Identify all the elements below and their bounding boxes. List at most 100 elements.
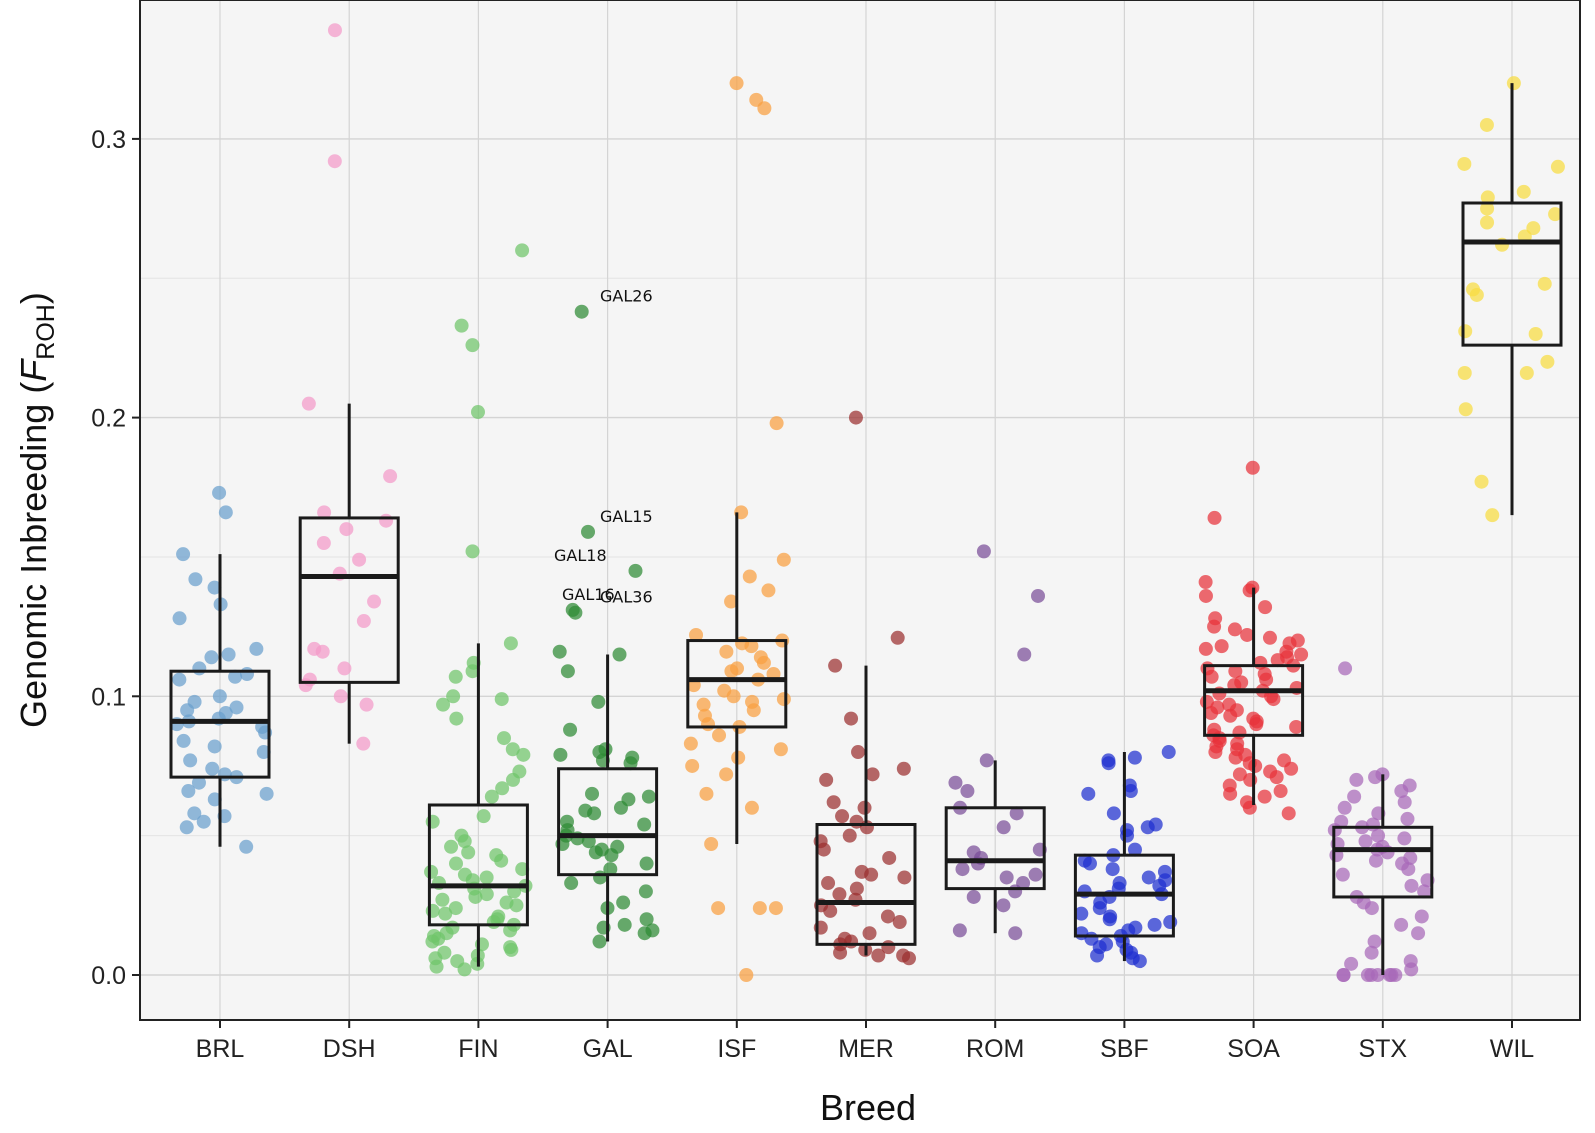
data-point-wil bbox=[1457, 156, 1472, 171]
box-gal bbox=[557, 767, 659, 877]
data-point-brl bbox=[256, 745, 271, 760]
box-isf bbox=[686, 639, 788, 729]
data-point-fin bbox=[448, 669, 463, 684]
data-point-sbf bbox=[1101, 756, 1116, 771]
data-point-sbf bbox=[1123, 784, 1138, 799]
data-point-gal bbox=[585, 786, 600, 801]
data-point-wil bbox=[1485, 508, 1500, 523]
data-point-fin bbox=[509, 898, 524, 913]
data-point-stx bbox=[1397, 831, 1412, 846]
data-point-wil bbox=[1540, 354, 1555, 369]
data-point-gal bbox=[587, 806, 602, 821]
data-point-gal bbox=[612, 647, 627, 662]
data-point-mer bbox=[835, 809, 850, 824]
data-point-brl bbox=[181, 784, 196, 799]
data-point-brl bbox=[229, 700, 244, 715]
data-point-isf bbox=[701, 717, 716, 732]
data-point-sbf bbox=[1163, 915, 1178, 930]
y-axis-title: Genomic Inbreeding (FROH) bbox=[13, 292, 60, 728]
data-point-wil bbox=[1479, 117, 1494, 132]
data-point-brl bbox=[207, 739, 222, 754]
box-stx bbox=[1332, 825, 1434, 899]
box-soa bbox=[1203, 664, 1305, 737]
data-point-gal bbox=[568, 605, 583, 620]
x-tick-label-isf: ISF bbox=[717, 1035, 756, 1063]
x-tick-label-dsh: DSH bbox=[323, 1035, 376, 1063]
data-point-gal bbox=[581, 524, 596, 539]
data-point-wil bbox=[1550, 159, 1565, 174]
data-point-rom bbox=[996, 898, 1011, 913]
data-point-gal bbox=[638, 884, 653, 899]
data-point-brl bbox=[207, 792, 222, 807]
data-point-brl bbox=[240, 667, 255, 682]
data-point-wil bbox=[1458, 402, 1473, 417]
data-point-sbf bbox=[1127, 750, 1142, 765]
data-point-mer bbox=[844, 711, 859, 726]
data-point-isf bbox=[696, 697, 711, 712]
data-point-brl bbox=[228, 669, 243, 684]
data-point-soa bbox=[1232, 767, 1247, 782]
data-point-fin bbox=[505, 742, 520, 757]
data-point-isf bbox=[685, 758, 700, 773]
data-point-mer bbox=[832, 887, 847, 902]
data-point-fin bbox=[425, 934, 440, 949]
data-point-fin bbox=[516, 747, 531, 762]
data-point-soa bbox=[1273, 784, 1288, 799]
box-wil bbox=[1461, 201, 1563, 347]
data-point-fin bbox=[495, 781, 510, 796]
data-point-wil bbox=[1480, 201, 1495, 216]
y-tick-label: 0.2 bbox=[91, 405, 126, 433]
data-point-brl bbox=[180, 703, 195, 718]
data-point-sbf bbox=[1105, 862, 1120, 877]
data-point-gal bbox=[604, 848, 619, 863]
data-point-sbf bbox=[1092, 901, 1107, 916]
data-point-rom bbox=[1008, 926, 1023, 941]
data-point-sbf bbox=[1132, 954, 1147, 969]
annotation-gal16: GAL16 bbox=[562, 585, 615, 604]
data-point-isf bbox=[689, 627, 704, 642]
data-point-soa bbox=[1240, 627, 1255, 642]
data-point-wil bbox=[1519, 366, 1534, 381]
data-point-gal bbox=[613, 800, 628, 815]
data-point-soa bbox=[1284, 761, 1299, 776]
data-point-soa bbox=[1207, 619, 1222, 634]
data-point-soa bbox=[1214, 639, 1229, 654]
data-point-wil bbox=[1480, 190, 1495, 205]
data-point-isf bbox=[773, 742, 788, 757]
data-point-sbf bbox=[1106, 806, 1121, 821]
y-axis-title-close: ) bbox=[13, 292, 54, 304]
data-point-dsh bbox=[316, 536, 331, 551]
data-point-isf bbox=[756, 655, 771, 670]
data-point-stx bbox=[1411, 926, 1426, 941]
data-point-brl bbox=[259, 786, 274, 801]
data-point-stx bbox=[1347, 789, 1362, 804]
data-point-fin bbox=[454, 318, 469, 333]
data-point-fin bbox=[505, 772, 520, 787]
data-point-stx bbox=[1367, 934, 1382, 949]
data-point-isf bbox=[683, 736, 698, 751]
data-point-rom bbox=[999, 870, 1014, 885]
data-point-mer bbox=[871, 948, 886, 963]
data-point-sbf bbox=[1082, 856, 1097, 871]
data-point-isf bbox=[752, 901, 767, 916]
data-point-gal bbox=[553, 747, 568, 762]
data-point-isf bbox=[761, 583, 776, 598]
data-point-isf bbox=[724, 664, 739, 679]
data-point-stx bbox=[1349, 772, 1364, 787]
data-point-rom bbox=[979, 753, 994, 768]
data-point-stx bbox=[1337, 800, 1352, 815]
data-point-isf bbox=[768, 901, 783, 916]
data-point-gal bbox=[574, 304, 589, 319]
data-point-stx bbox=[1414, 909, 1429, 924]
data-point-wil bbox=[1474, 474, 1489, 489]
data-point-fin bbox=[425, 814, 440, 829]
data-point-gal bbox=[616, 895, 631, 910]
data-point-brl bbox=[187, 806, 202, 821]
data-point-brl bbox=[221, 647, 236, 662]
data-point-fin bbox=[503, 636, 518, 651]
data-point-dsh bbox=[339, 522, 354, 537]
data-point-stx bbox=[1400, 811, 1415, 826]
data-point-rom bbox=[948, 775, 963, 790]
